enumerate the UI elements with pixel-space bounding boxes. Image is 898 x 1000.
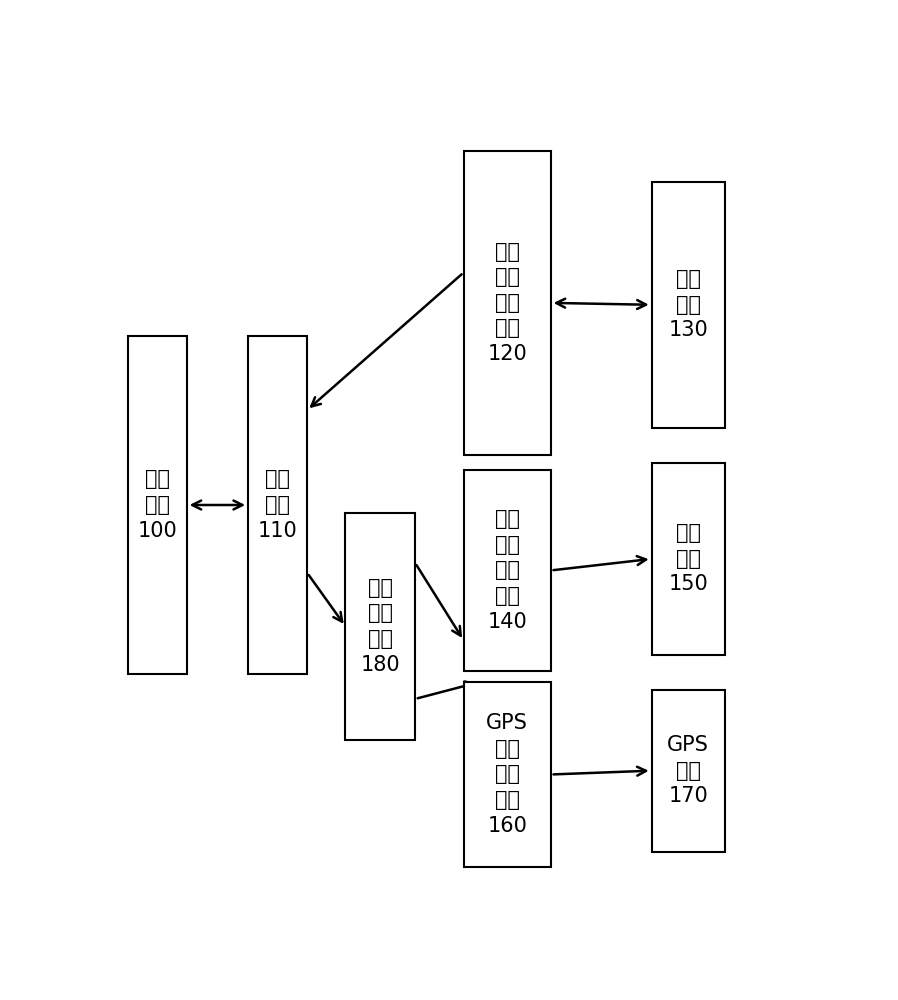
Text: 第二
信号
通路
模块
140: 第二 信号 通路 模块 140 (488, 509, 527, 632)
Bar (652, 463, 725, 655)
Bar (248, 336, 307, 674)
Text: 基带
模块
100: 基带 模块 100 (137, 469, 177, 541)
Text: 射频
模块
110: 射频 模块 110 (258, 469, 297, 541)
Text: 主集
天线
130: 主集 天线 130 (668, 269, 708, 340)
Text: GPS
天线
170: GPS 天线 170 (667, 735, 709, 806)
Bar (463, 470, 550, 671)
Bar (346, 513, 415, 740)
Bar (652, 690, 725, 852)
Bar (128, 336, 187, 674)
Text: 第一
开关
模块
180: 第一 开关 模块 180 (360, 578, 400, 675)
Bar (652, 182, 725, 428)
Text: GPS
信号
通路
模块
160: GPS 信号 通路 模块 160 (486, 713, 528, 836)
Text: 第一
信号
通路
模块
120: 第一 信号 通路 模块 120 (488, 242, 527, 364)
Text: 分集
天线
150: 分集 天线 150 (668, 523, 708, 594)
Bar (463, 151, 550, 455)
Bar (463, 682, 550, 867)
